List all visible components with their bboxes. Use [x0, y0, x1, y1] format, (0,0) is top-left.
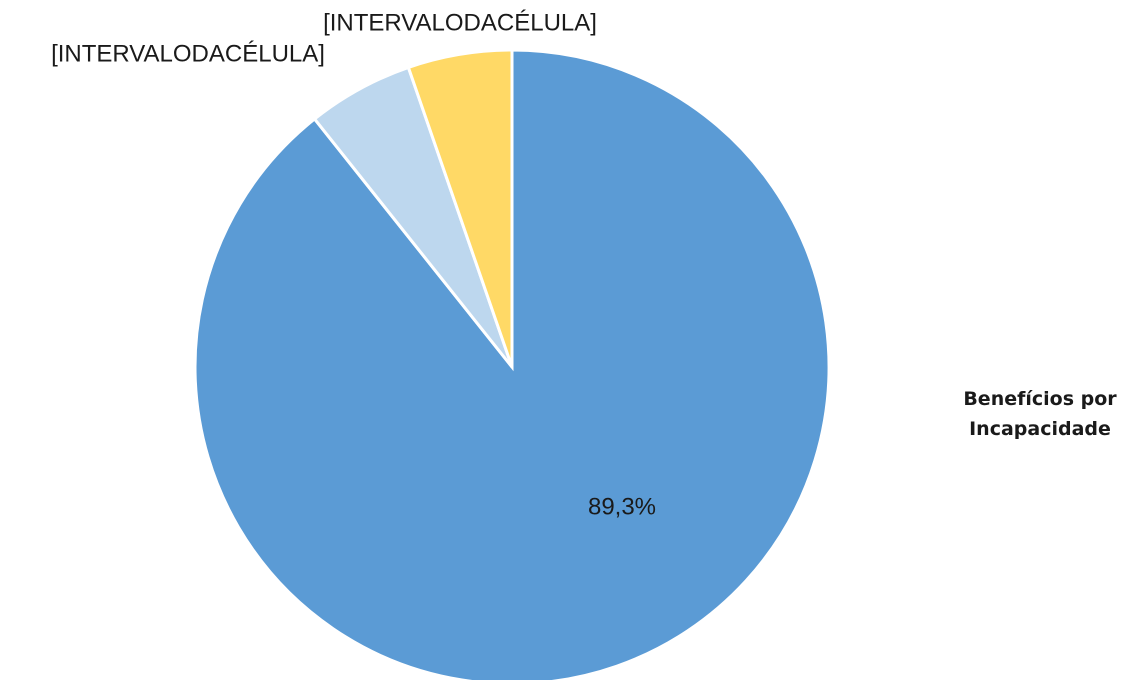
pie-slice [193, 48, 831, 680]
category-label: Benefícios por Incapacidade [963, 388, 1117, 440]
data-label: 89,3% [588, 493, 656, 520]
data-label: [INTERVALODACÉLULA] [51, 40, 325, 67]
data-label: [INTERVALODACÉLULA] [323, 9, 597, 36]
pie-slice [406, 48, 514, 368]
